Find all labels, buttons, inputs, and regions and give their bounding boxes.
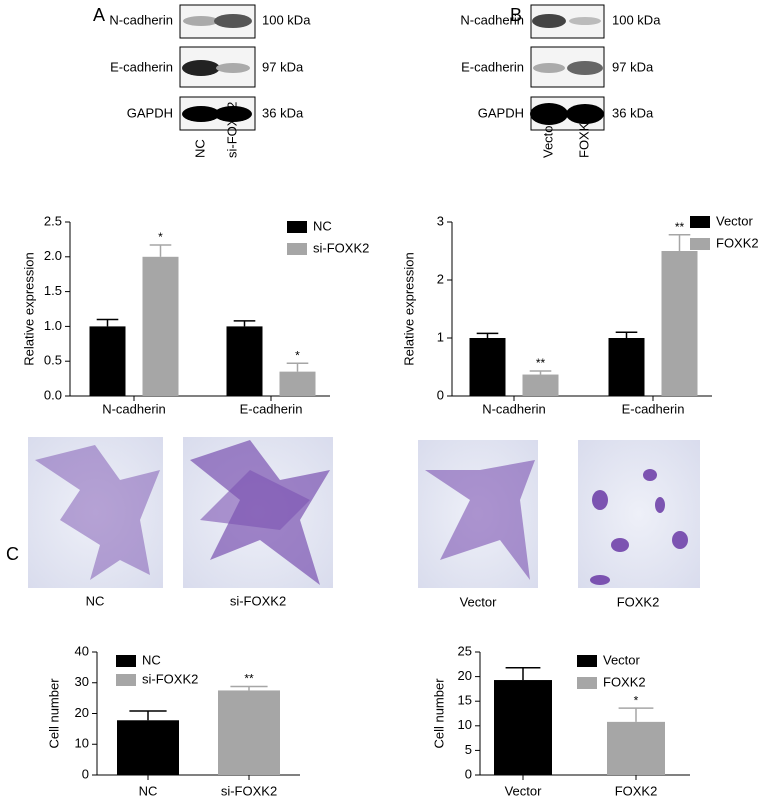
legend-swatch [116,655,136,667]
y-tick-label: 20 [458,668,472,683]
legend-swatch [116,674,136,686]
blot-b [530,4,605,131]
y-tick-label: 1.0 [44,318,62,333]
legend-swatch [690,216,710,228]
legend-label: Vector [716,213,754,228]
bar [89,326,126,396]
x-tick-label: E-cadherin [622,401,685,416]
image-caption: FOXK2 [617,594,660,609]
bar [226,326,263,396]
blot-size-label: 36 kDa [262,105,304,120]
bar [279,371,316,396]
bar [469,338,506,396]
legend-label: si-FOXK2 [142,671,198,686]
legend-swatch [287,243,307,255]
bar [494,680,552,775]
y-tick-label: 1.5 [44,283,62,298]
legend-swatch [287,221,307,233]
significance-label: ** [244,672,254,686]
y-tick-label: 3 [437,213,444,228]
y-tick-label: 5 [465,742,472,757]
y-axis-label: Relative expression [21,252,36,365]
significance-label: ** [536,356,546,370]
bar [218,690,280,775]
legend-label: FOXK2 [716,235,759,250]
blot-row-label: E-cadherin [110,59,173,74]
bar [117,720,179,775]
y-tick-label: 40 [75,643,89,658]
significance-label: * [634,693,639,707]
bar [607,721,665,775]
x-tick-label: N-cadherin [102,401,166,416]
x-tick-label: NC [139,783,158,798]
legend-swatch [577,677,597,689]
lane-label: si-FOXK2 [224,102,239,158]
blot-row-label: N-cadherin [460,12,524,27]
image-caption: si-FOXK2 [230,593,286,608]
x-tick-label: N-cadherin [482,401,546,416]
bar [522,374,559,396]
y-tick-label: 0.5 [44,353,62,368]
y-tick-label: 15 [458,693,472,708]
blot-size-label: 100 kDa [262,12,311,27]
y-tick-label: 1 [437,329,444,344]
y-axis-label: Cell number [431,678,446,749]
legend-label: NC [313,218,332,233]
lane-label: Vector [540,120,555,158]
y-tick-label: 2.5 [44,213,62,228]
image-caption: NC [86,593,105,608]
y-tick-label: 10 [458,717,472,732]
y-tick-label: 30 [75,674,89,689]
blot-size-label: 100 kDa [612,12,661,27]
x-tick-label: E-cadherin [240,401,303,416]
significance-label: ** [675,220,685,234]
significance-label: * [295,348,300,362]
y-axis-label: Cell number [46,678,61,749]
legend-swatch [577,655,597,667]
image-caption: Vector [460,594,498,609]
blot-row-label: E-cadherin [461,59,524,74]
legend-label: si-FOXK2 [313,240,369,255]
blot-row-label: N-cadherin [109,12,173,27]
lane-label: FOXK2 [576,115,591,158]
y-tick-label: 10 [75,736,89,751]
blot-size-label: 97 kDa [262,59,304,74]
legend-label: Vector [603,652,641,667]
panel-label: B [510,5,522,25]
panel-label: A [93,5,105,25]
bar [661,251,698,396]
y-tick-label: 0.0 [44,387,62,402]
y-tick-label: 0 [437,387,444,402]
x-tick-label: FOXK2 [615,783,658,798]
blot-row-label: GAPDH [127,105,173,120]
bar [142,256,179,396]
y-tick-label: 2.0 [44,248,62,263]
blot-size-label: 36 kDa [612,105,654,120]
bar [608,338,645,396]
micrographs [28,437,700,588]
y-tick-label: 25 [458,643,472,658]
blot-row-label: GAPDH [478,105,524,120]
blot-size-label: 97 kDa [612,59,654,74]
x-tick-label: Vector [505,783,543,798]
legend-label: NC [142,652,161,667]
lane-label: NC [192,139,207,158]
significance-label: * [158,230,163,244]
legend-label: FOXK2 [603,674,646,689]
y-tick-label: 20 [75,705,89,720]
legend-swatch [690,238,710,250]
y-tick-label: 2 [437,271,444,286]
blot-a [179,4,256,131]
y-tick-label: 0 [465,766,472,781]
y-tick-label: 0 [82,766,89,781]
y-axis-label: Relative expression [401,252,416,365]
x-tick-label: si-FOXK2 [221,783,277,798]
panel-label: C [6,544,19,564]
